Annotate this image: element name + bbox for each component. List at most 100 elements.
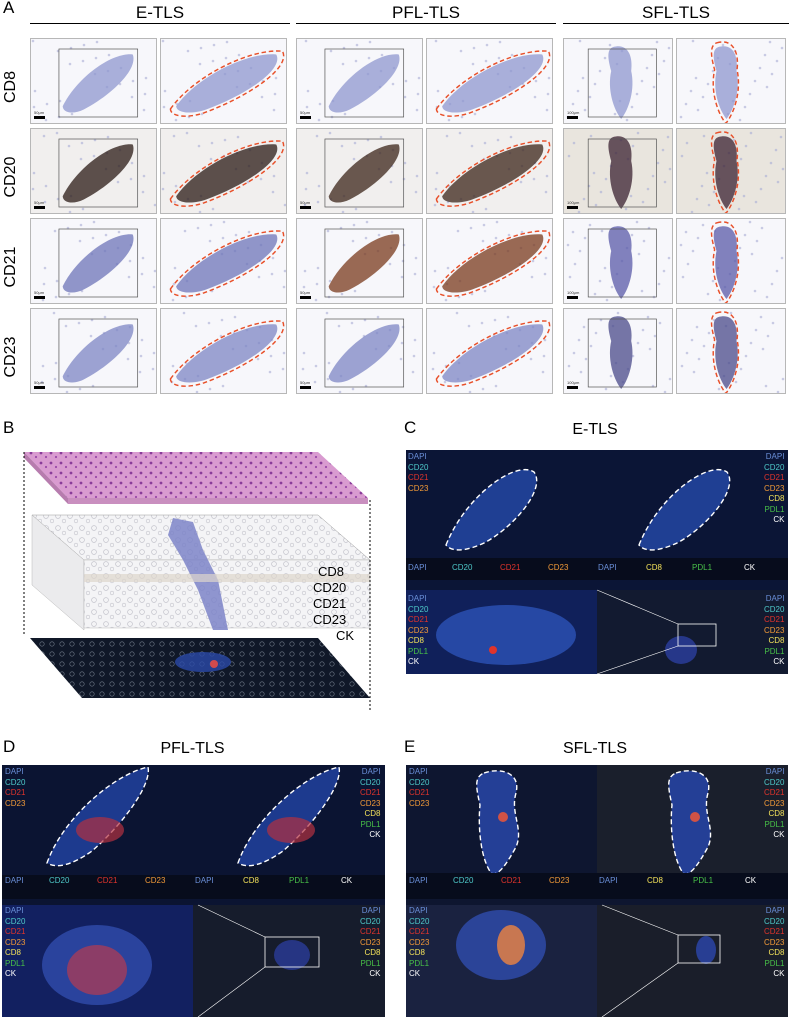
channel-label-cd8: CD8 xyxy=(768,809,785,818)
panel-e-fluor-block xyxy=(406,765,788,1017)
channel-label-dapi: DAPI xyxy=(765,594,785,603)
strip-label-ck: CK xyxy=(744,563,756,572)
strip-label-cd23: CD23 xyxy=(549,876,570,885)
channel-label-cd21: CD21 xyxy=(764,788,785,797)
channel-label-cd23: CD23 xyxy=(5,798,26,808)
channel-label-ck: CK xyxy=(773,657,785,666)
scale-bar-line xyxy=(300,206,311,209)
channel-label-cd20: CD20 xyxy=(5,777,26,787)
panel-d-legend-top-left: DAPI CD20 CD21 CD23 xyxy=(5,767,25,809)
scale-bar: 100μm xyxy=(567,110,579,119)
serial-section-stack xyxy=(23,452,371,710)
scale-bar: 50μm xyxy=(300,380,311,389)
channel-label-cd21: CD21 xyxy=(360,788,381,797)
channel-label-pdl1: PDL1 xyxy=(764,819,785,829)
channel-label-cd20: CD20 xyxy=(360,777,381,787)
ihc-zoom-tile xyxy=(160,308,287,394)
strip-label-cd21: CD21 xyxy=(501,876,522,885)
panel-c-legend-bottom-left: DAPI CD20 CD21 CD23 CD8 PDL1 CK xyxy=(408,594,428,668)
channel-label-pdl1: PDL1 xyxy=(408,646,429,656)
scale-bar-label: 50μm xyxy=(300,200,311,205)
ihc-overview-tile: 50μm xyxy=(30,308,157,394)
channel-label-pdl1: PDL1 xyxy=(5,958,26,968)
scale-bar-label: 100μm xyxy=(567,380,580,385)
channel-label-ck: CK xyxy=(773,969,785,978)
ihc-overview-tile: 100μm xyxy=(563,308,673,394)
panel-e-channel-strip: DAPI CD20 CD21 CD23 DAPI CD8 PDL1 CK xyxy=(409,876,787,886)
panel-d-legend-top-right: DAPI CD20 CD21 CD23 CD8 PDL1 CK xyxy=(360,767,380,841)
channel-label-cd8: CD8 xyxy=(408,636,425,645)
channel-label-cd21: CD21 xyxy=(764,473,785,482)
panel-d-legend-bottom-left: DAPI CD20 CD21 CD23 CD8 PDL1 CK xyxy=(5,906,25,980)
strip-label-cd21: CD21 xyxy=(97,876,118,885)
panel-c-legend-top-left: DAPI CD20 CD21 CD23 xyxy=(408,452,428,494)
dashed-outline xyxy=(638,469,731,551)
channel-label-cd21: CD21 xyxy=(409,927,430,936)
layer-label-ck: CK xyxy=(336,628,355,643)
scale-bar-line xyxy=(300,116,311,119)
ihc-overview-tile: 50μm xyxy=(30,218,157,304)
scale-bar: 100μm xyxy=(567,290,579,299)
channel-label-dapi: DAPI xyxy=(409,906,428,915)
panel-c-fluor-image xyxy=(406,450,788,674)
channel-label-cd23: CD23 xyxy=(409,798,430,808)
row-label-cd21: CD21 xyxy=(2,246,19,288)
col-header-sfltls: SFL-TLS xyxy=(641,3,711,22)
scale-bar-label: 50μm xyxy=(34,110,45,115)
strip-label-cd21: CD21 xyxy=(500,563,521,572)
scale-bar: 50μm xyxy=(34,290,45,299)
strip-label-pdl1: PDL1 xyxy=(692,563,713,572)
panel-e-legend-top-right: DAPI CD20 CD21 CD23 CD8 PDL1 CK xyxy=(764,767,784,841)
panel-c-title: E-TLS xyxy=(572,421,618,438)
strip-label-dapi: DAPI xyxy=(5,876,24,885)
channel-label-cd23: CD23 xyxy=(409,937,430,947)
channel-label-cd8: CD8 xyxy=(364,809,381,818)
scale-bar-line xyxy=(300,386,311,389)
ihc-overview-tile: 50μm xyxy=(296,38,423,124)
channel-label-cd21: CD21 xyxy=(764,615,785,624)
panel-c-legend-bottom-right: DAPI CD20 CD21 CD23 CD8 PDL1 CK xyxy=(764,594,784,668)
panel-c-fluor-block xyxy=(406,450,788,674)
channel-label-cd21: CD21 xyxy=(764,927,785,936)
panel-d-channel-strip: DAPI CD20 CD21 CD23 DAPI CD8 PDL1 CK xyxy=(5,876,385,886)
strip-label-cd8: CD8 xyxy=(243,876,260,885)
channel-label-ck: CK xyxy=(408,657,420,666)
channel-label-cd23: CD23 xyxy=(408,625,429,635)
col-header-pfltls: PFL-TLS xyxy=(391,3,461,22)
panel-d-fluor-block xyxy=(2,765,385,1017)
channel-label-ck: CK xyxy=(369,969,381,978)
panel-e-legend-top-left: DAPI CD20 CD21 CD23 xyxy=(409,767,429,809)
ihc-overview-tile: 50μm xyxy=(30,38,157,124)
channel-label-cd20: CD20 xyxy=(409,916,430,926)
channel-label-cd8: CD8 xyxy=(768,494,785,503)
channel-label-cd23: CD23 xyxy=(360,798,381,808)
ihc-overview-tile: 100μm xyxy=(563,128,673,214)
strip-label-pdl1: PDL1 xyxy=(693,876,714,885)
ihc-zoom-tile xyxy=(160,218,287,304)
strip-label-cd8: CD8 xyxy=(646,563,663,572)
scale-bar-line xyxy=(34,386,45,389)
panel-e-legend-bottom-left: DAPI CD20 CD21 CD23 CD8 PDL1 CK xyxy=(409,906,429,980)
channel-label-cd23: CD23 xyxy=(764,937,785,947)
channel-label-cd21: CD21 xyxy=(409,788,430,797)
ihc-zoom-tile xyxy=(676,308,786,394)
panel-a-letter: A xyxy=(3,0,15,17)
strip-label-cd20: CD20 xyxy=(452,563,473,572)
row-label-cd8: CD8 xyxy=(2,71,19,104)
zoom-box xyxy=(264,936,320,968)
ihc-zoom-tile xyxy=(676,128,786,214)
panel-d-letter: D xyxy=(3,737,16,756)
layer-label-cd23: CD23 xyxy=(313,612,347,627)
channel-label-cd20: CD20 xyxy=(764,777,785,787)
channel-label-cd21: CD21 xyxy=(408,615,429,624)
channel-label-dapi: DAPI xyxy=(408,452,427,461)
channel-label-pdl1: PDL1 xyxy=(764,504,785,514)
zoom-box xyxy=(677,623,717,647)
channel-label-cd8: CD8 xyxy=(5,948,22,957)
strip-label-cd20: CD20 xyxy=(453,876,474,885)
channel-label-dapi: DAPI xyxy=(5,767,24,776)
scale-bar: 50μm xyxy=(300,110,311,119)
layer-label-cd20: CD20 xyxy=(313,580,347,595)
col-header-etls: E-TLS xyxy=(135,3,185,22)
ihc-overview-tile: 100μm xyxy=(563,218,673,304)
